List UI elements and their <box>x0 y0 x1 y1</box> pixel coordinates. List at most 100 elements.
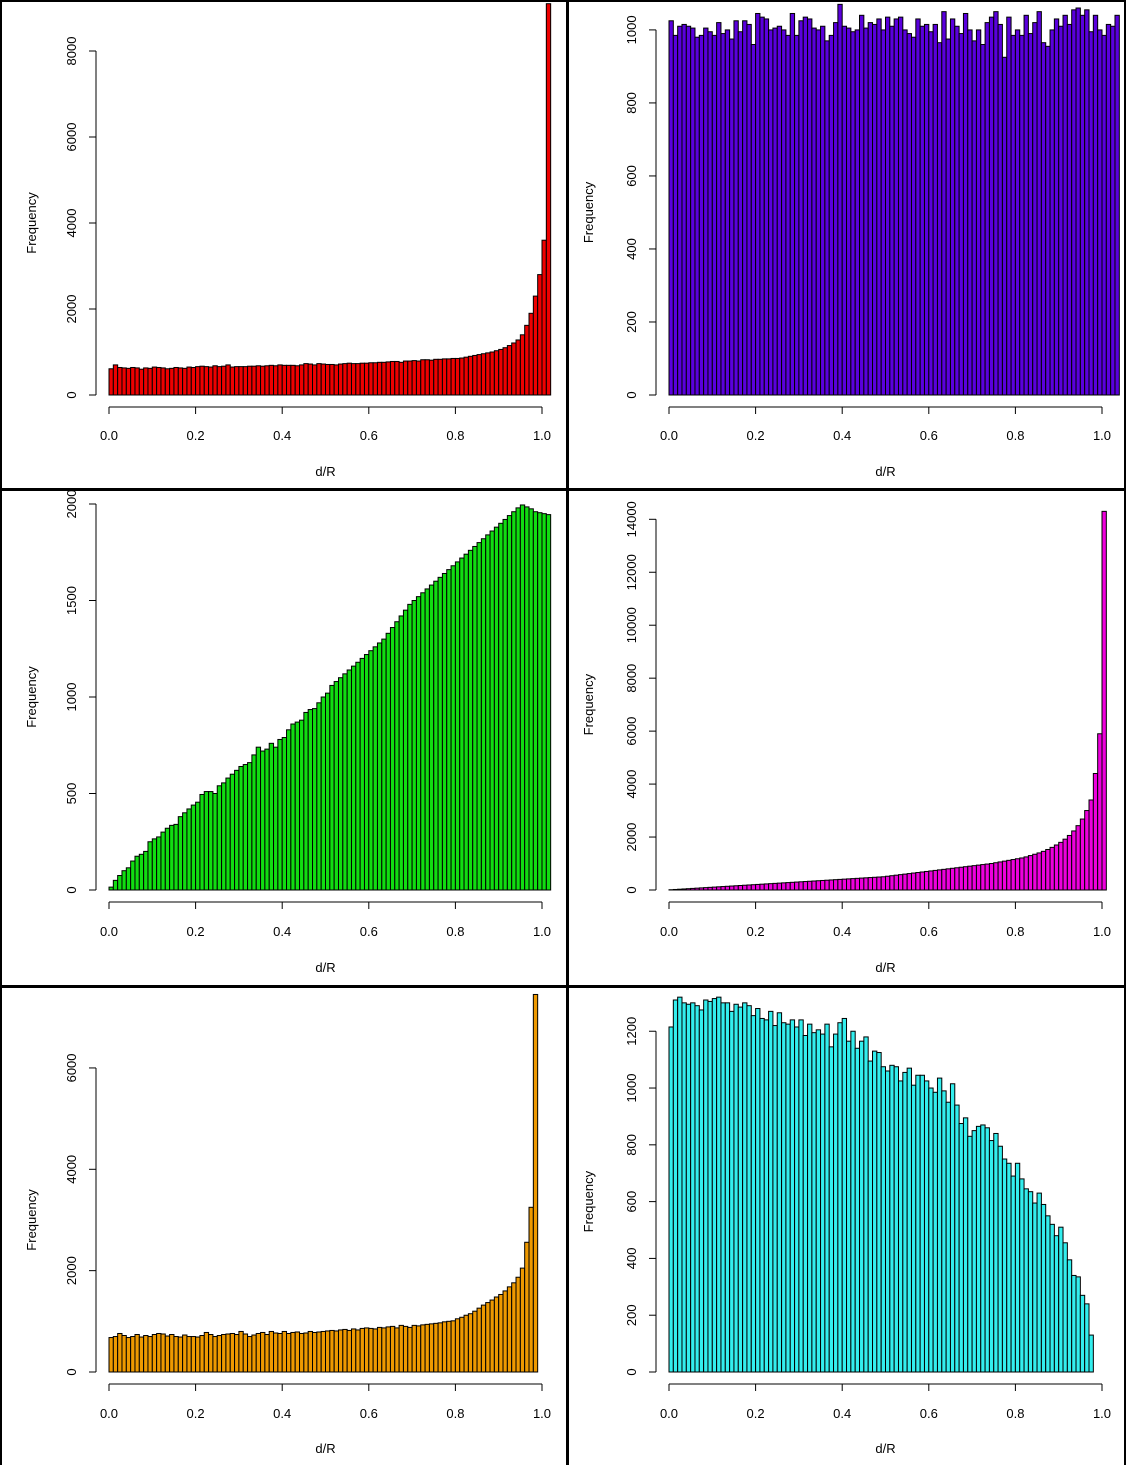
histogram-bar <box>437 576 443 891</box>
histogram-bar <box>785 34 791 396</box>
histogram-bar <box>117 1332 123 1373</box>
histogram-svg: 0.0 0.2 0.4 0.6 0.8 1.0 0 2000 4000 6000 8000 10000… <box>581 501 1111 975</box>
histogram-bar <box>759 16 765 396</box>
histogram-bar <box>1049 29 1055 396</box>
histogram-bar <box>984 22 990 396</box>
histogram-bar <box>407 1326 413 1373</box>
histogram-bar <box>1071 1274 1077 1373</box>
histogram-bar <box>1058 841 1064 891</box>
histogram-bar <box>238 366 244 396</box>
histogram-bar <box>247 365 253 396</box>
histogram-bar <box>247 762 253 891</box>
histogram-bar <box>281 737 288 891</box>
histogram-bar <box>134 1334 140 1373</box>
histogram-bar <box>906 33 912 396</box>
histogram-bar <box>208 366 214 396</box>
histogram-bar <box>485 352 491 396</box>
histogram-bar <box>720 886 726 891</box>
histogram-bar <box>394 1327 400 1373</box>
y-tick-label: 800 <box>624 92 639 114</box>
histogram-bar <box>316 1331 322 1373</box>
histogram-bar <box>1010 859 1016 891</box>
y-tick-label: 0 <box>64 391 79 398</box>
histogram-bar <box>785 882 791 891</box>
histogram-bar <box>303 711 309 891</box>
histogram-bar <box>121 1335 127 1373</box>
y-tick-label: 1500 <box>64 586 79 615</box>
x-tick-label: 0.4 <box>833 924 851 939</box>
histogram-bar <box>212 1336 218 1373</box>
histogram-bar <box>781 882 787 891</box>
x-tick-label: 0.4 <box>273 428 291 443</box>
histogram-bar <box>173 1336 179 1373</box>
histogram-bar <box>463 1314 469 1373</box>
histogram-bar <box>1092 14 1099 396</box>
histogram-bar <box>186 366 192 396</box>
histogram-bar <box>928 870 934 891</box>
histogram-bar <box>690 887 696 891</box>
histogram-bar <box>286 364 292 396</box>
histogram-bar <box>264 365 270 396</box>
histogram-bar <box>746 884 752 891</box>
histogram-bar <box>716 22 722 396</box>
histogram-bar <box>941 868 947 891</box>
histogram-bar <box>151 366 158 396</box>
histogram-bar <box>242 1333 249 1373</box>
histogram-bar <box>299 1332 305 1373</box>
histogram-bar <box>828 879 835 891</box>
histogram-bar <box>112 364 119 396</box>
y-axis-title: Frequency <box>581 673 596 735</box>
histogram-bar <box>885 16 891 396</box>
histogram-bar <box>294 365 301 396</box>
histogram-bar <box>212 365 218 396</box>
histogram-bar <box>493 526 500 891</box>
histogram-bar <box>537 512 543 891</box>
histogram-bar <box>897 1080 904 1373</box>
y-tick-label: 2000 <box>624 823 639 852</box>
histogram-bar <box>1010 1175 1016 1373</box>
histogram-bar <box>402 609 409 891</box>
histogram-bar <box>112 879 119 891</box>
histogram-bar <box>781 29 787 396</box>
bars-group <box>108 3 552 396</box>
histogram-bar <box>876 1052 882 1373</box>
histogram-bar <box>173 366 179 396</box>
histogram-bar <box>971 865 977 891</box>
histogram-bar <box>493 350 500 396</box>
x-tick-label: 0.0 <box>100 924 118 939</box>
histogram-bar <box>251 754 257 891</box>
histogram-bar <box>1040 42 1047 396</box>
histogram-bar <box>528 312 534 396</box>
histogram-bar <box>1075 7 1081 396</box>
histogram-bar <box>164 1335 171 1373</box>
histogram-bar <box>519 1267 526 1373</box>
histogram-bar <box>846 1040 852 1373</box>
histogram-bar <box>251 365 257 396</box>
histogram-bar <box>498 1293 504 1373</box>
histogram-bar <box>242 366 249 396</box>
histogram-bar <box>1075 1276 1081 1373</box>
y-axis-title: Frequency <box>581 181 596 243</box>
histogram-bar <box>532 993 539 1373</box>
y-tick-label: 400 <box>624 238 639 260</box>
histogram-bar <box>376 642 383 891</box>
histogram-bar <box>363 1327 370 1373</box>
histogram-bar <box>876 876 882 891</box>
histogram-bar <box>902 873 908 891</box>
histogram-bar <box>975 1125 982 1373</box>
histogram-bar <box>195 1336 201 1373</box>
histogram-bar <box>428 584 435 891</box>
histogram-bar <box>681 1002 687 1373</box>
x-tick-label: 0.2 <box>187 428 205 443</box>
histogram-bar <box>203 366 210 396</box>
histogram-bar <box>841 878 848 891</box>
y-tick-label: 4000 <box>64 1155 79 1184</box>
histogram-bar <box>446 358 452 396</box>
histogram-bar <box>690 27 696 396</box>
histogram-bar <box>437 1322 443 1373</box>
histogram-bar <box>125 1337 132 1373</box>
histogram-bar <box>506 1286 513 1373</box>
histogram-bar <box>707 31 713 396</box>
histogram-bar <box>182 367 188 396</box>
histogram-bar <box>815 29 822 396</box>
